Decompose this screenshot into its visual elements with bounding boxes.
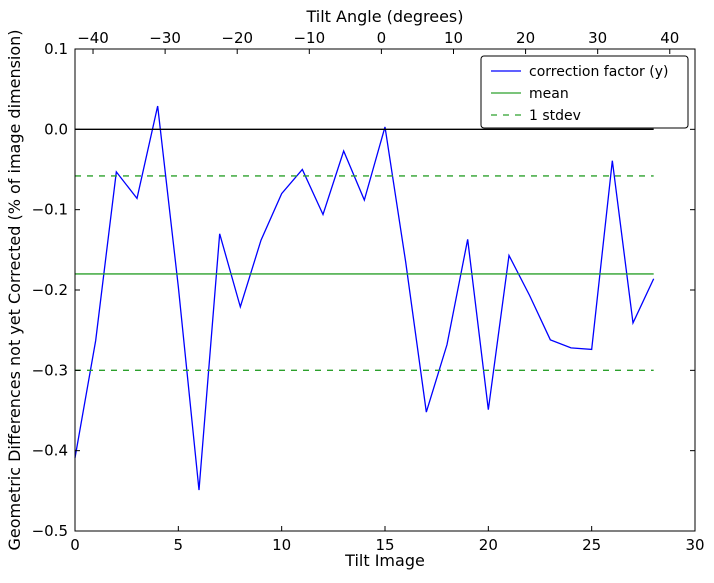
x-tick-label: 30 bbox=[685, 536, 704, 554]
top-x-axis-title: Tilt Angle (degrees) bbox=[305, 7, 463, 26]
legend-label: 1 stdev bbox=[529, 108, 581, 124]
x-tick-label: 15 bbox=[375, 536, 394, 554]
y-tick-label: −0.4 bbox=[32, 442, 68, 460]
y-axis-title: Geometric Differences not yet Corrected … bbox=[5, 29, 24, 550]
x-tick-label: 10 bbox=[272, 536, 291, 554]
y-tick-label: 0.1 bbox=[44, 40, 68, 58]
x-tick-label: 25 bbox=[582, 536, 601, 554]
series-line-correction-factor-y- bbox=[74, 105, 655, 491]
top-x-tick-label: −10 bbox=[293, 29, 325, 47]
y-tick-label: 0.0 bbox=[44, 120, 68, 138]
top-x-tick-label: 10 bbox=[444, 29, 463, 47]
legend-label: mean bbox=[529, 86, 569, 102]
x-tick-label: 5 bbox=[174, 536, 184, 554]
legend: correction factor (y) mean 1 stdev bbox=[480, 55, 689, 129]
y-tick-label: −0.2 bbox=[32, 281, 68, 299]
x-tick-label: 0 bbox=[70, 536, 80, 554]
x-axis-title: Tilt Image bbox=[344, 551, 425, 570]
series-layer bbox=[74, 105, 655, 491]
y-tick-label: −0.3 bbox=[32, 361, 68, 379]
top-x-tick-label: 0 bbox=[377, 29, 387, 47]
top-x-tick-label: −40 bbox=[77, 29, 109, 47]
top-x-tick-label: −20 bbox=[221, 29, 253, 47]
top-x-tick-label: 20 bbox=[516, 29, 535, 47]
top-x-tick-label: −30 bbox=[149, 29, 181, 47]
legend-box bbox=[480, 55, 689, 129]
axis-ticks: 0 5 10 15 20 25 30 −0.5 −0.4 −0.3 −0.2 −0.1 0.0 0.1 −4… bbox=[32, 29, 705, 554]
legend-label: correction factor (y) bbox=[529, 64, 668, 80]
y-tick-label: −0.1 bbox=[32, 201, 68, 219]
x-tick-label: 20 bbox=[479, 536, 498, 554]
top-x-tick-label: 30 bbox=[588, 29, 607, 47]
top-x-tick-label: 40 bbox=[660, 29, 679, 47]
y-tick-label: −0.5 bbox=[32, 522, 68, 540]
